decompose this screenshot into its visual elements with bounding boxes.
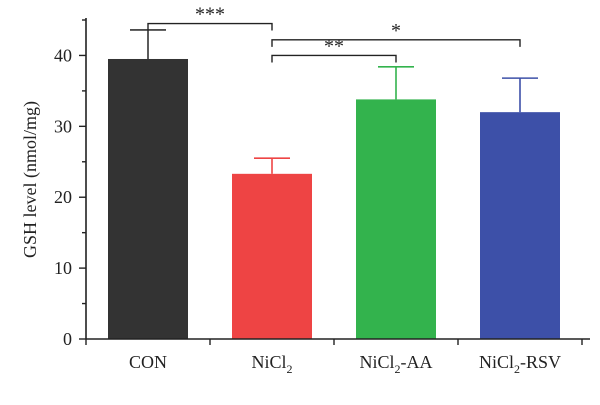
x-category-label: NiCl2-AA	[359, 352, 432, 376]
y-tick-label: 30	[54, 116, 72, 136]
x-category-label: CON	[129, 352, 167, 372]
error-bars-layer	[130, 29, 538, 174]
x-category-label: NiCl2	[251, 352, 292, 376]
y-tick-label: 20	[54, 187, 72, 207]
bar-3	[480, 112, 560, 340]
y-tick-label: 10	[54, 258, 72, 278]
bar-1	[232, 173, 312, 339]
axes-layer: 0 10 20 30 40 CON NiCl2 NiCl2-AA NiCl2-RSV GSH le…	[20, 18, 590, 376]
significance-bracket-2	[271, 54, 397, 63]
significance-bracket-1	[271, 39, 521, 47]
significance-layer: ******	[147, 4, 521, 63]
bar-2	[356, 99, 436, 339]
significance-bracket-0	[147, 22, 273, 31]
significance-label-1: *	[391, 20, 401, 42]
y-tick-label: 0	[63, 329, 72, 349]
x-category-label: NiCl2-RSV	[479, 352, 561, 376]
bar-0	[108, 58, 188, 339]
bars-layer	[108, 58, 560, 340]
significance-label-2: **	[324, 35, 344, 57]
y-axis-title: GSH level (nmol/mg)	[20, 101, 41, 258]
significance-label-0: ***	[195, 4, 225, 26]
y-tick-label: 40	[54, 45, 72, 65]
